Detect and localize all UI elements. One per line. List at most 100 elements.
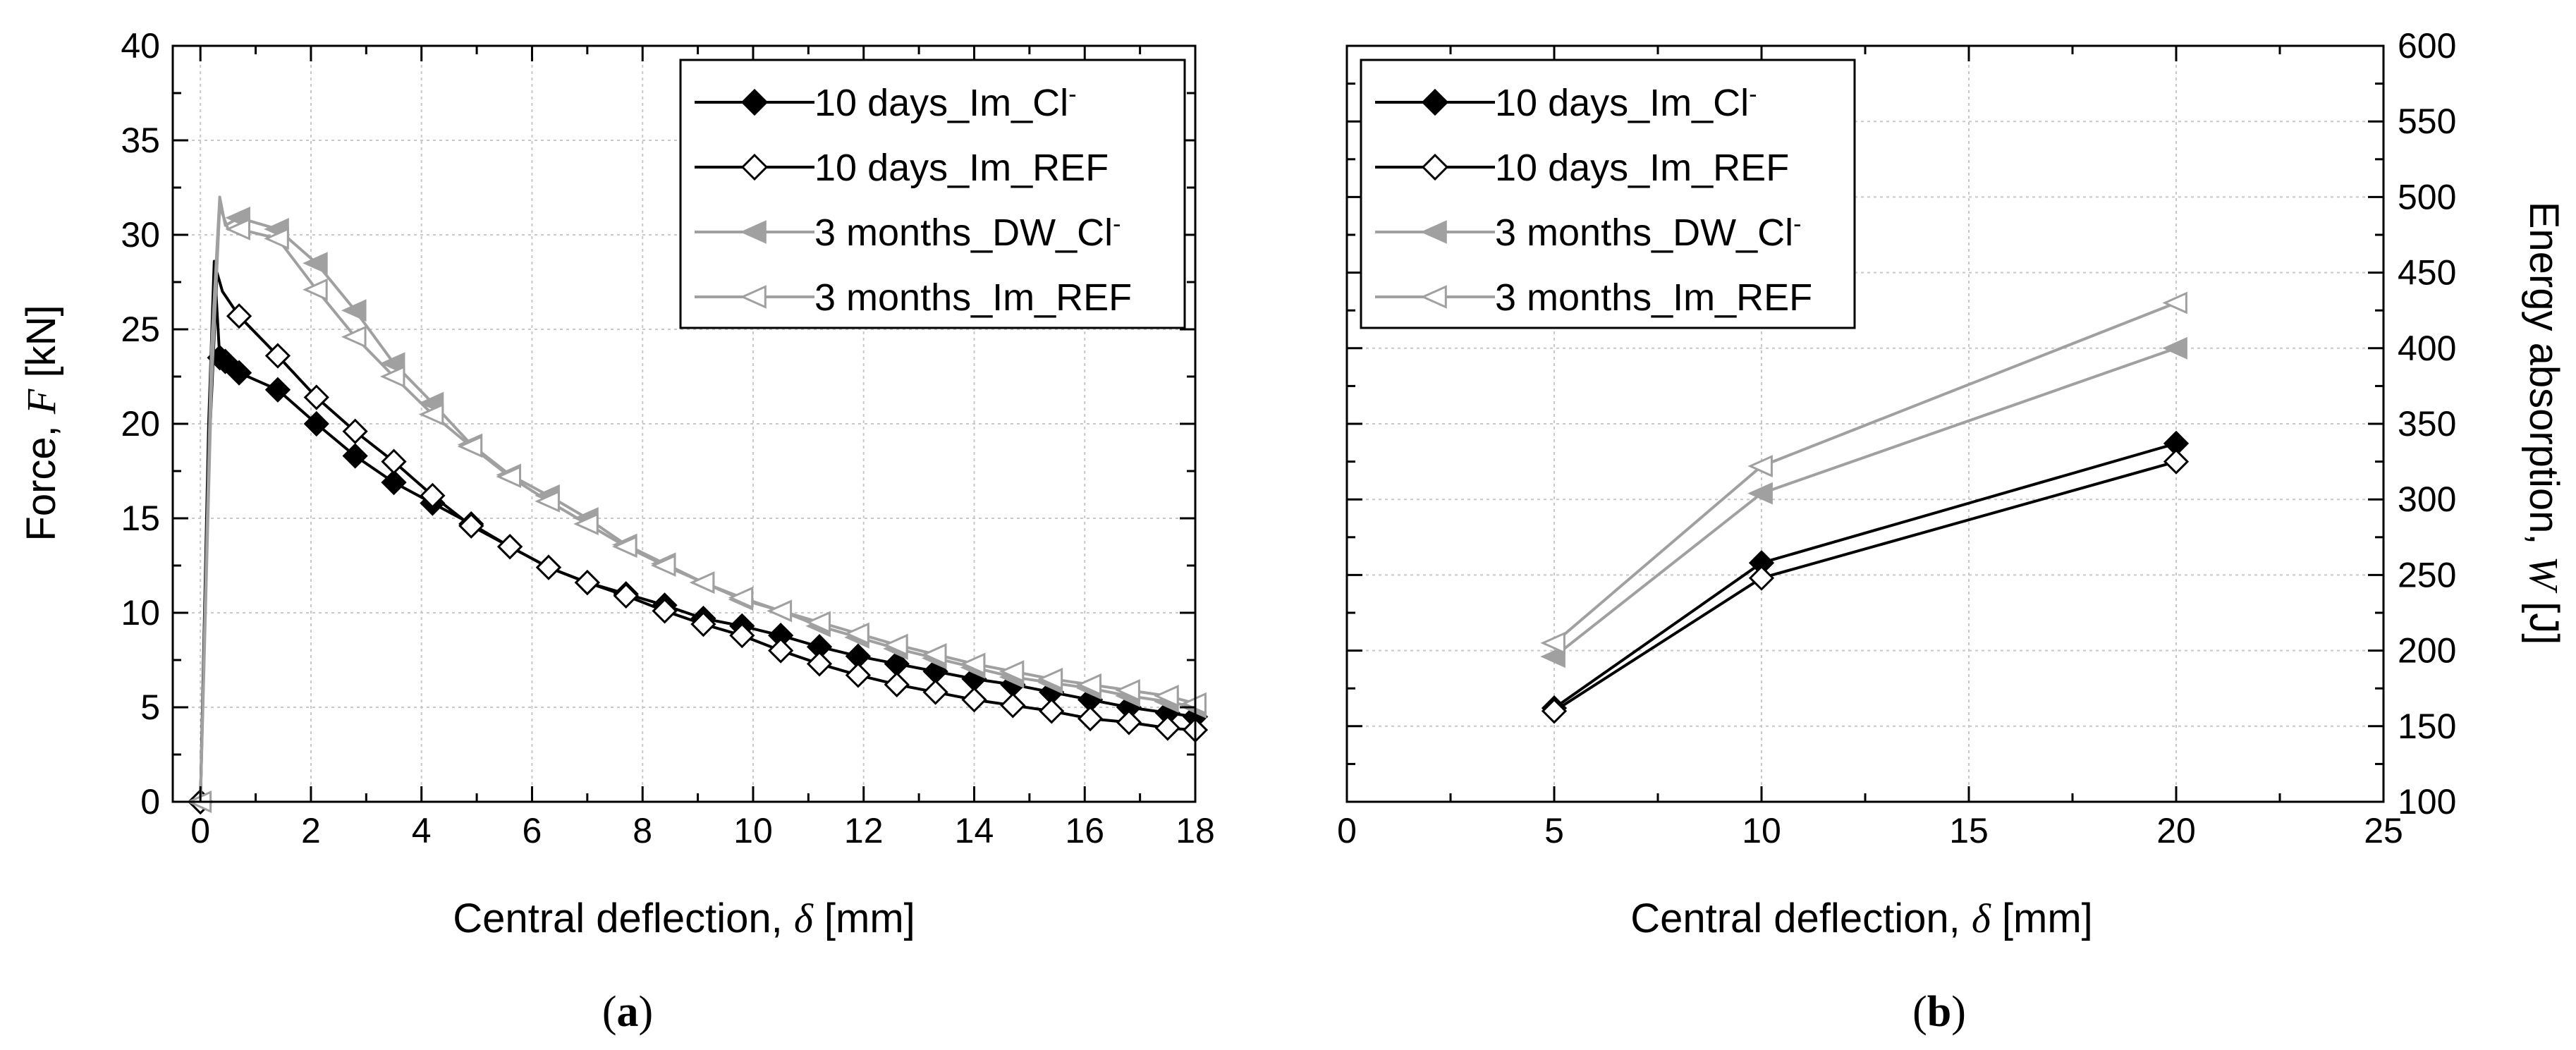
y-tick-label: 500 <box>2398 177 2456 216</box>
series-2-point <box>574 569 600 596</box>
series-4-point <box>1115 678 1140 702</box>
series-4-point <box>883 633 908 657</box>
x-tick-label: 4 <box>412 811 432 850</box>
panel-a-legend: 10 days_Im_Cl- 10 days_Im_REF 3 months_DW_… <box>679 59 1186 329</box>
series-1-group <box>188 260 1209 815</box>
series-2-point <box>420 482 446 508</box>
series-2-point <box>652 598 678 624</box>
x-tick-label: 2 <box>301 811 321 850</box>
series-1-point <box>303 410 329 437</box>
series-2-point <box>768 637 794 664</box>
legend-entry-3: 3 months_DW_Cl- <box>1375 211 1801 254</box>
panel-a-label: (a) <box>602 988 653 1036</box>
series-4-point <box>457 435 483 458</box>
x-tick-label: 0 <box>190 811 210 850</box>
series-1-group <box>1541 430 2190 721</box>
series-1-point <box>381 469 407 496</box>
series-1-line <box>1553 441 2177 709</box>
legend-label: 3 months_Im_REF <box>814 276 1132 319</box>
legend-marker-sample <box>740 220 767 244</box>
series-2-point <box>1077 705 1104 732</box>
series-4-point <box>728 586 754 609</box>
series-2-point <box>1748 565 1775 591</box>
legend-marker-sample <box>740 285 767 309</box>
panel-a: 0 2 4 6 8 10 12 14 16 18 0 5 10 15 20 25 30 35 40 10 days… <box>18 26 1215 1036</box>
series-3-point <box>1747 482 1773 505</box>
series-2-point <box>458 513 484 539</box>
y-tick-label: 400 <box>2398 329 2456 368</box>
x-tick-label: 6 <box>523 811 542 850</box>
x-tick-label: 15 <box>1949 811 1989 850</box>
series-4-point <box>612 535 637 558</box>
series-2-point <box>1000 692 1026 719</box>
y-tick-label: 15 <box>121 499 160 538</box>
y-tick-label: 100 <box>2398 782 2456 822</box>
panel-b-ticks <box>1345 44 2385 803</box>
series-1-point <box>212 348 238 374</box>
series-4-point <box>1076 673 1101 696</box>
y-tick-label: 10 <box>121 593 160 633</box>
series-1-line <box>199 260 1196 802</box>
panel-b-legend: 10 days_Im_Cl- 10 days_Im_REF 3 months_DW_… <box>1360 59 1856 329</box>
y-tick-label: 300 <box>2398 480 2456 519</box>
series-1-point <box>226 360 252 386</box>
legend-label: 10 days_Im_REF <box>814 147 1109 189</box>
y-tick-label: 450 <box>2398 253 2456 293</box>
x-tick-label: 12 <box>844 811 884 850</box>
y-tick-label: 25 <box>121 310 160 349</box>
y-tick-label: 150 <box>2398 707 2456 746</box>
series-3-point <box>379 352 405 375</box>
legend-label: 3 months_DW_Cl- <box>814 211 1121 254</box>
legend-entry-4: 3 months_Im_REF <box>1375 276 1812 319</box>
series-4-point <box>496 465 522 488</box>
series-4-point <box>844 622 869 645</box>
series-3-point <box>1540 645 1565 669</box>
x-tick-label: 0 <box>1337 811 1357 850</box>
y-tick-label: 30 <box>121 215 160 255</box>
panel-b: 0 5 10 15 20 25 100 150 200 250 300 350 400 450 500 55… <box>1337 26 2567 1036</box>
series-4-point <box>921 643 947 666</box>
series-1-point <box>342 443 368 469</box>
panel-b-x-axis-title: Central deflection, δ [mm] <box>1630 896 2093 941</box>
series-2-point <box>226 303 252 329</box>
legend-marker-sample <box>1420 285 1447 309</box>
series-4-point <box>418 403 444 426</box>
legend-entry-2: 10 days_Im_REF <box>1375 147 1789 189</box>
series-3-point <box>303 252 328 275</box>
y-tick-label: 550 <box>2398 102 2456 141</box>
x-tick-label: 5 <box>1544 811 1564 850</box>
series-2-group <box>1541 448 2190 724</box>
panel-b-label: (b) <box>1912 988 1966 1036</box>
series-4-point <box>264 227 289 250</box>
y-tick-label: 5 <box>140 688 160 727</box>
x-tick-label: 25 <box>2364 811 2403 850</box>
legend-label: 3 months_Im_REF <box>1495 276 1812 319</box>
x-tick-label: 16 <box>1065 811 1104 850</box>
series-4-point <box>573 513 599 535</box>
panel-b-y-tick-labels: 100 150 200 250 300 350 400 450 500 550 600 <box>2398 26 2456 822</box>
series-4-point <box>689 571 715 594</box>
series-2-point <box>922 679 948 705</box>
series-2-point <box>496 534 523 560</box>
series-2-point <box>2163 448 2190 475</box>
series-4-point <box>1540 631 1565 654</box>
y-tick-label: 200 <box>2398 631 2456 671</box>
series-2-point <box>535 554 562 580</box>
series-2-point <box>303 384 329 410</box>
series-2-point <box>845 662 872 688</box>
series-4-point <box>2162 291 2187 315</box>
series-3-line <box>1553 346 2177 658</box>
series-4-line <box>1553 301 2177 645</box>
legend-marker-sample <box>740 153 769 181</box>
legend-marker-sample <box>1421 153 1449 181</box>
panel-a-ticks <box>173 44 1197 803</box>
series-4-point <box>650 554 676 577</box>
panel-b-legend-entries: 10 days_Im_Cl- 10 days_Im_REF 3 months_DW_… <box>1375 81 1812 319</box>
series-4-point <box>379 365 405 388</box>
panel-a-x-axis-title: Central deflection, δ [mm] <box>453 896 915 941</box>
series-4-point <box>303 278 328 301</box>
series-4-point <box>1154 685 1179 707</box>
series-3-point <box>2162 336 2187 360</box>
series-2-group <box>188 271 1209 815</box>
